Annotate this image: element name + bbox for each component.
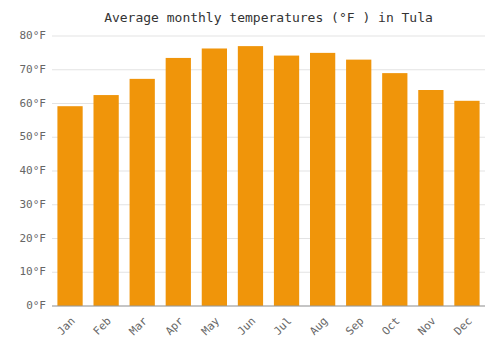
y-tick-label: 60°F — [20, 97, 47, 110]
bar — [382, 73, 407, 306]
bar — [346, 60, 371, 306]
y-tick-label: 20°F — [20, 232, 47, 245]
x-tick-label: Jul — [271, 315, 294, 338]
x-tick-label: Mar — [127, 314, 151, 338]
bar — [202, 48, 227, 306]
x-tick-label: May — [199, 314, 223, 338]
y-axis: 0°F 10°F 20°F 30°F 40°F 50°F 60°F 70°F 80°F — [20, 29, 47, 312]
y-tick-label: 40°F — [20, 164, 47, 177]
bar — [166, 58, 191, 306]
bar — [57, 106, 82, 306]
bar — [310, 53, 335, 306]
x-tick-label: Feb — [91, 315, 114, 338]
bar — [130, 79, 155, 306]
grid-line — [52, 69, 485, 70]
x-tick-label: Apr — [163, 314, 187, 338]
chart-container: 0°F 10°F 20°F 30°F 40°F 50°F 60°F 70°F 80°F Jan Fe… — [0, 0, 500, 350]
chart-title: Average monthly temperatures (°F ) in Tu… — [104, 10, 433, 25]
x-tick-label: Jan — [55, 315, 78, 338]
grid-line — [52, 36, 485, 37]
x-tick-label: Jun — [235, 315, 258, 338]
x-axis: Jan Feb Mar Apr May Jun Jul Aug Sep Oct Nov Dec — [55, 314, 475, 338]
bars — [57, 46, 479, 306]
x-tick-label: Aug — [307, 315, 330, 338]
y-tick-label: 50°F — [20, 130, 47, 143]
y-tick-label: 0°F — [26, 299, 46, 312]
x-tick-label: Nov — [415, 314, 439, 338]
x-tick-label: Oct — [379, 315, 402, 338]
chart-svg: 0°F 10°F 20°F 30°F 40°F 50°F 60°F 70°F 80°F Jan Fe… — [0, 0, 500, 350]
x-tick-label: Dec — [451, 315, 474, 338]
y-grid — [52, 36, 485, 306]
y-tick-label: 70°F — [20, 63, 47, 76]
bar — [418, 90, 443, 306]
grid-line — [52, 306, 485, 307]
bar — [274, 56, 299, 306]
x-tick-label: Sep — [343, 315, 366, 338]
y-tick-label: 80°F — [20, 29, 47, 42]
bar — [93, 95, 118, 306]
y-tick-label: 10°F — [20, 265, 47, 278]
bar — [238, 46, 263, 306]
x-axis-line — [52, 306, 485, 307]
y-tick-label: 30°F — [20, 198, 47, 211]
bar — [454, 101, 479, 306]
